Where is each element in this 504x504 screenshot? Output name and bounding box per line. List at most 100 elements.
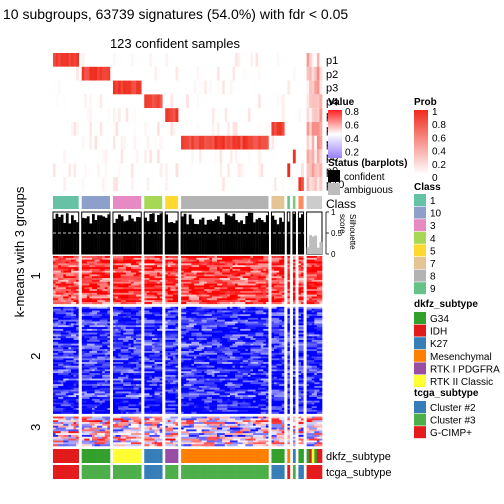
heatmap-cell <box>53 336 56 339</box>
heatmap-cell <box>188 287 195 290</box>
heatmap-cell <box>99 365 106 368</box>
heatmap-cell <box>144 257 148 260</box>
heatmap-cell <box>89 263 95 266</box>
prob-cell <box>73 94 77 109</box>
heatmap-cell <box>211 400 218 403</box>
heatmap-cell <box>245 265 251 268</box>
prob-cell <box>55 94 59 109</box>
heatmap-cell <box>125 300 137 303</box>
heatmap-cell <box>292 298 296 301</box>
heatmap-cell <box>292 257 296 260</box>
prob-cell <box>70 66 74 81</box>
heatmap-cell <box>102 292 106 295</box>
heatmap-cell <box>301 274 304 277</box>
prob-cell <box>104 53 108 67</box>
heatmap-cell <box>271 263 283 266</box>
heatmap-cell <box>298 402 302 405</box>
silhouette-bar <box>130 218 134 254</box>
prob-cell <box>311 149 315 164</box>
prob-cell <box>227 149 231 164</box>
heatmap-cell <box>133 363 137 367</box>
heatmap-cell <box>281 292 285 295</box>
heatmap-cell <box>99 427 108 430</box>
heatmap-cell <box>227 358 238 361</box>
heatmap-cell <box>165 429 174 432</box>
prob-cell <box>214 135 218 150</box>
prob-cell <box>68 66 72 81</box>
heatmap-cell <box>175 274 179 277</box>
heatmap-cell <box>183 259 195 262</box>
prob-cell <box>70 53 74 67</box>
heatmap-cell <box>237 267 244 270</box>
heatmap-cell <box>306 319 315 322</box>
heatmap-cell <box>118 267 127 270</box>
prob-cell <box>107 53 111 67</box>
heatmap-cell <box>175 395 179 398</box>
prob-cell <box>196 94 200 109</box>
heatmap-cell <box>237 376 244 379</box>
heatmap-cell <box>271 409 280 413</box>
heatmap-cell <box>292 328 296 332</box>
silhouette-bar <box>316 247 320 254</box>
heatmap-cell <box>292 362 296 365</box>
heatmap-cell <box>136 391 142 394</box>
prob-cell <box>242 122 246 136</box>
heatmap-cell <box>214 382 226 385</box>
heatmap-cell <box>55 290 67 294</box>
heatmap-cell <box>319 378 323 381</box>
heatmap-cell <box>138 367 142 370</box>
heatmap-cell <box>157 376 163 379</box>
heatmap-cell <box>151 402 160 405</box>
heatmap-cell <box>237 327 246 330</box>
heatmap-cell <box>196 373 208 376</box>
heatmap-cell <box>255 312 264 315</box>
heatmap-cell <box>159 317 163 321</box>
heatmap-cell <box>242 265 246 268</box>
heatmap-cell <box>237 272 244 275</box>
heatmap-cell <box>245 283 249 286</box>
heatmap-cell <box>53 363 59 367</box>
heatmap-cell <box>265 261 269 264</box>
heatmap-cell <box>222 423 226 427</box>
heatmap-cell <box>306 327 310 330</box>
heatmap-cell <box>306 411 318 414</box>
heatmap-cell <box>222 267 231 270</box>
heatmap-cell <box>81 294 88 297</box>
heatmap-cell <box>172 369 176 372</box>
heatmap-cell <box>235 302 246 305</box>
heatmap-cell <box>263 283 269 286</box>
prob-cell <box>125 94 129 109</box>
heatmap-cell <box>118 325 127 328</box>
heatmap-cell <box>159 404 163 407</box>
heatmap-cell <box>73 276 77 279</box>
prob-cell <box>287 149 291 164</box>
heatmap-cell <box>201 354 208 357</box>
prob-cell <box>53 80 56 95</box>
heatmap-cell <box>170 409 179 413</box>
heatmap-cell <box>219 336 223 339</box>
heatmap-cell <box>60 334 72 337</box>
heatmap-cell <box>199 261 210 264</box>
heatmap-cell <box>102 398 111 401</box>
heatmap-cell <box>255 339 267 343</box>
prob-cell <box>144 122 148 136</box>
heatmap-cell <box>128 369 134 372</box>
heatmap-cell <box>237 358 241 361</box>
heatmap-cell <box>68 279 74 283</box>
heatmap-cell <box>255 298 262 301</box>
heatmap-cell <box>89 420 95 423</box>
heatmap-cell <box>271 317 277 321</box>
prob-cell <box>165 80 169 95</box>
heatmap-cell <box>247 332 256 335</box>
heatmap-cell <box>227 411 238 414</box>
heatmap-cell <box>133 290 142 294</box>
heatmap-cell <box>222 279 233 283</box>
heatmap-cell <box>227 310 231 313</box>
heatmap-cell <box>265 278 269 281</box>
heatmap-cell <box>60 367 67 370</box>
heatmap-cell <box>172 268 179 272</box>
heatmap-cell <box>138 431 142 434</box>
heatmap-cell <box>81 423 90 427</box>
prob-cell <box>115 163 119 178</box>
prob-cell <box>53 94 56 109</box>
